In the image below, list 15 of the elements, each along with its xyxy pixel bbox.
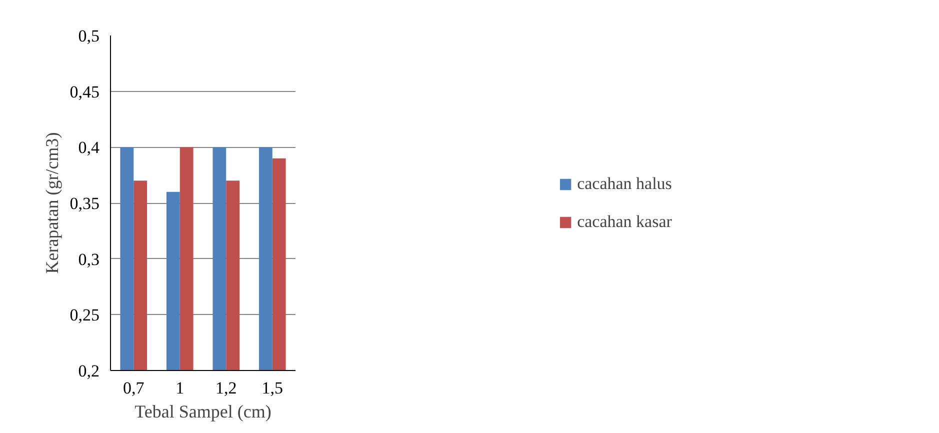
legend-label: cacahan kasar bbox=[577, 212, 672, 232]
y-tick-label: 0,45 bbox=[70, 82, 100, 102]
x-tick-label: 1 bbox=[176, 378, 184, 398]
x-tick-label: 0,7 bbox=[123, 378, 145, 398]
y-tick-label: 0,5 bbox=[78, 26, 100, 46]
y-tick-label: 0,25 bbox=[70, 306, 100, 325]
y-tick-label: 0,35 bbox=[70, 194, 100, 213]
x-tick-label: 1,2 bbox=[216, 378, 237, 398]
legend-label: cacahan halus bbox=[577, 174, 672, 194]
y-tick-label: 0,4 bbox=[78, 138, 100, 158]
y-tick-label: 0,3 bbox=[78, 250, 100, 269]
x-tick-label: 1,5 bbox=[262, 378, 283, 398]
y-axis-title: Kerapatan (gr/cm3) bbox=[42, 132, 62, 274]
x-axis-title: Tebal Sampel (cm) bbox=[134, 402, 272, 422]
y-tick-label: 0,2 bbox=[78, 362, 100, 380]
